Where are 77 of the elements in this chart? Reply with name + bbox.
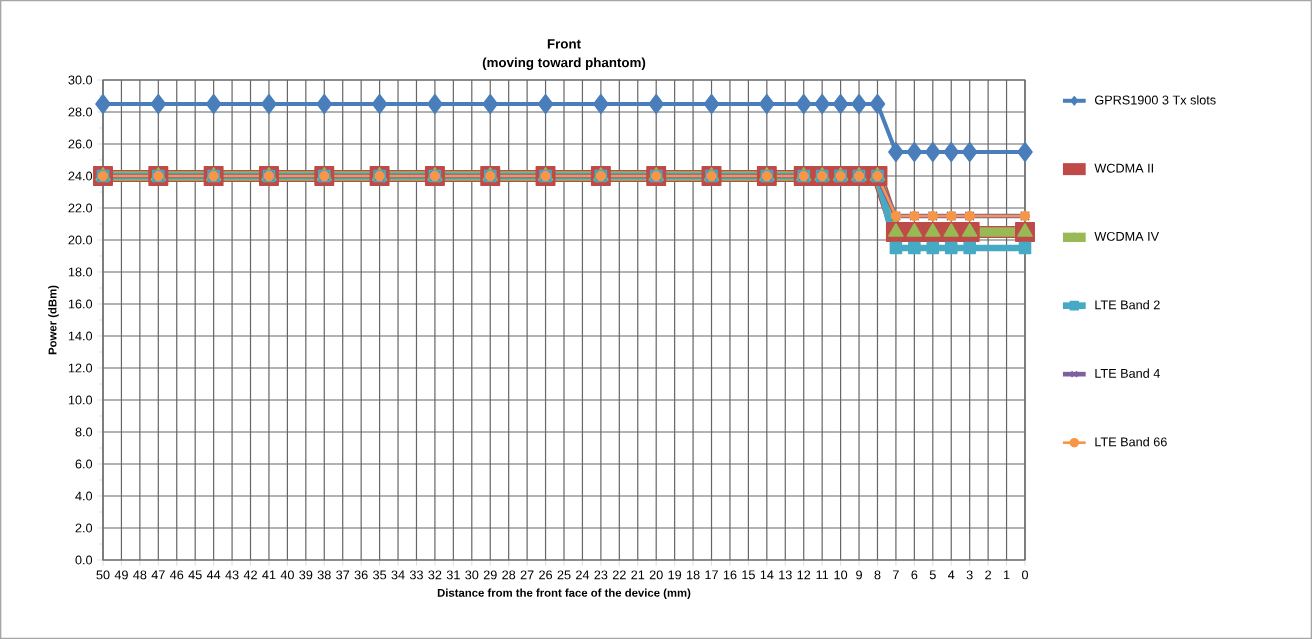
x-tick-label: 21 (631, 570, 645, 580)
x-tick-label: 19 (668, 570, 682, 580)
y-tick-label: 14.0 (68, 331, 93, 341)
x-tick-label: 22 (612, 570, 626, 580)
x-tick-label: 31 (446, 570, 460, 580)
y-tick-label: 10.0 (68, 395, 93, 405)
y-tick-label: 6.0 (75, 459, 93, 469)
y-tick-label: 28.0 (68, 107, 93, 117)
x-tick-label: 40 (280, 570, 294, 580)
x-tick-label: 9 (856, 570, 862, 580)
x-tick-label: 36 (354, 570, 368, 580)
x-tick-label: 50 (96, 570, 110, 580)
x-tick-label: 34 (391, 570, 405, 580)
x-tick-label: 0 (1021, 570, 1029, 580)
x-tick-label: 47 (151, 570, 165, 580)
legend-label: LTE Band 66 (1095, 437, 1167, 447)
y-tick-label: 16.0 (68, 299, 93, 309)
x-tick-label: 3 (966, 570, 973, 580)
x-axis-title: Distance from the front face of the device (mm) (437, 588, 691, 600)
x-tick-label: 45 (188, 570, 202, 580)
y-tick-label: 12.0 (68, 363, 93, 373)
x-tick-label: 18 (686, 570, 700, 580)
x-tick-label: 42 (243, 570, 257, 580)
x-tick-label: 4 (948, 570, 955, 580)
x-tick-label: 2 (985, 570, 992, 580)
x-tick-label: 49 (114, 570, 128, 580)
x-tick-label: 25 (557, 570, 571, 580)
x-tick-label: 20 (649, 570, 663, 580)
x-tick-label: 15 (742, 570, 755, 580)
chart-title: Front (547, 39, 581, 49)
x-tick-label: 46 (170, 570, 184, 580)
x-tick-label: 33 (409, 570, 423, 580)
x-tick-label: 39 (299, 570, 313, 580)
x-tick-label: 24 (576, 570, 590, 580)
x-tick-label: 17 (705, 570, 718, 580)
legend-label: LTE Band 4 (1095, 368, 1160, 378)
x-tick-label: 35 (373, 570, 387, 580)
y-tick-label: 0.0 (75, 555, 93, 565)
legend-label: LTE Band 2 (1095, 300, 1160, 310)
x-tick-label: 1 (1004, 570, 1010, 580)
y-tick-label: 24.0 (68, 171, 93, 181)
y-tick-label: 30.0 (68, 75, 93, 85)
x-tick-label: 8 (874, 570, 881, 580)
x-tick-label: 43 (225, 570, 239, 580)
x-tick-label: 16 (723, 570, 737, 580)
legend-label: WCDMA II (1094, 163, 1153, 173)
x-tick-label: 28 (502, 570, 516, 580)
y-tick-label: 18.0 (68, 267, 93, 277)
x-tick-label: 13 (779, 570, 792, 580)
chart-subtitle: (moving toward phantom) (482, 57, 646, 70)
x-tick-label: 48 (133, 570, 147, 580)
x-tick-label: 41 (262, 570, 276, 580)
x-tick-label: 44 (206, 570, 221, 580)
x-tick-label: 38 (317, 570, 331, 580)
x-tick-label: 5 (929, 570, 936, 580)
x-tick-label: 11 (816, 570, 829, 580)
y-tick-label: 20.0 (68, 235, 93, 245)
x-tick-label: 29 (483, 570, 497, 580)
y-tick-label: 4.0 (75, 491, 93, 501)
x-tick-label: 10 (834, 570, 848, 580)
legend-label: GPRS1900 3 Tx slots (1094, 95, 1216, 105)
y-tick-label: 22.0 (68, 203, 93, 213)
y-tick-label: 26.0 (68, 139, 93, 149)
x-tick-label: 7 (893, 570, 899, 580)
y-tick-label: 8.0 (75, 427, 93, 437)
x-tick-label: 37 (336, 570, 350, 580)
x-tick-label: 6 (911, 570, 918, 580)
x-tick-label: 14 (760, 570, 774, 580)
x-tick-label: 27 (520, 570, 534, 580)
x-tick-label: 26 (539, 570, 553, 580)
x-tick-label: 30 (465, 570, 479, 580)
x-tick-label: 23 (594, 570, 608, 580)
x-tick-label: 32 (428, 570, 442, 580)
y-axis-title: Power (dBm) (48, 285, 59, 355)
x-tick-label: 12 (797, 570, 811, 580)
y-tick-label: 2.0 (75, 523, 93, 533)
legend-label: WCDMA IV (1094, 231, 1160, 241)
